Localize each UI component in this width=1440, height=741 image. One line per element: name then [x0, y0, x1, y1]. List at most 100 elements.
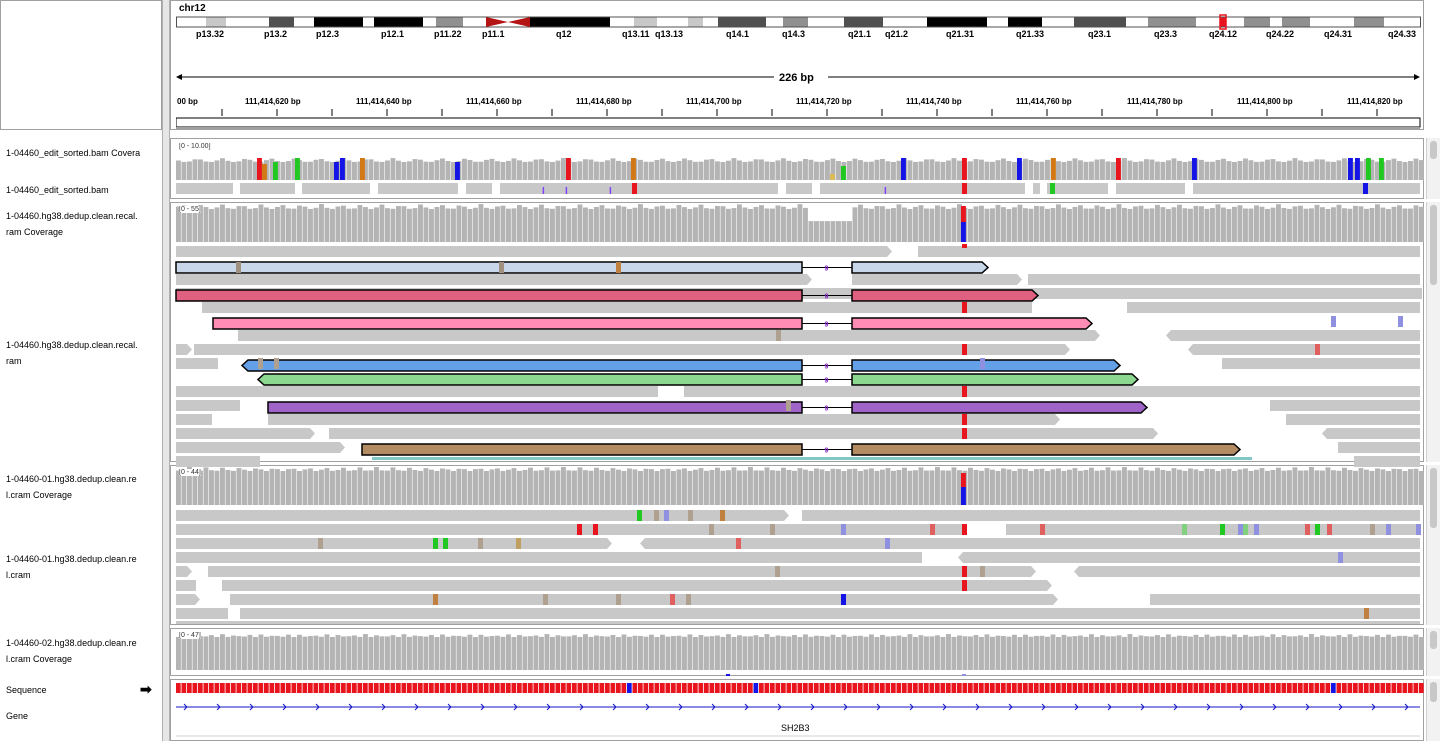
sequence-base [220, 683, 225, 693]
read [1193, 183, 1420, 194]
coverage-bar [1380, 207, 1386, 242]
coverage-bar [1017, 468, 1023, 505]
scrollbar-thumb[interactable] [1430, 631, 1437, 649]
coverage-bar [1413, 468, 1419, 505]
t1-reads-label[interactable]: 1-04460_edit_sorted.bam [6, 185, 109, 195]
read [176, 400, 240, 411]
sequence-base [687, 683, 693, 693]
name-panel-divider[interactable] [162, 0, 170, 741]
mismatch-base [1254, 524, 1259, 535]
coverage-bar [247, 470, 253, 505]
t3-reads-label-1[interactable]: 1-04460-01.hg38.dedup.clean.re [6, 554, 137, 564]
gene-name[interactable]: SH2B3 [781, 723, 810, 733]
scrollbar-panel-2[interactable] [1426, 202, 1440, 462]
coverage-bar [236, 636, 242, 670]
sequence-base [1287, 683, 1292, 693]
coverage-bar [808, 221, 814, 242]
coverage-bar [1122, 158, 1127, 180]
sequence-base [880, 683, 885, 693]
coverage-bar [242, 469, 247, 505]
coverage-bar [341, 636, 346, 670]
coverage-bar [412, 469, 418, 505]
coverage-bar [346, 636, 352, 670]
sequence-base [456, 683, 462, 693]
coverage-bar [1221, 207, 1226, 242]
t2-reads-label-1[interactable]: 1-04460.hg38.dedup.clean.recal. [6, 340, 138, 350]
insertion-marker: I [565, 186, 568, 197]
coverage-bar [269, 635, 275, 670]
scrollbar-panel-4[interactable] [1426, 628, 1440, 676]
t4-coverage-range: [0 - 47] [179, 632, 201, 639]
coverage-bar [830, 468, 836, 505]
read [918, 246, 1420, 257]
mismatch-base [775, 566, 780, 577]
coverage-bar [1083, 469, 1089, 505]
coverage-bar [786, 160, 792, 180]
sequence-label[interactable]: Sequence [6, 685, 47, 695]
scrollbar-panel-3[interactable] [1426, 465, 1440, 625]
ideogram[interactable]: p13.32 p13.2 p12.3 p12.1 p11.22 p11.1 q12 q13.1… [176, 14, 1422, 44]
coverage-mismatch [841, 166, 846, 180]
sequence-base [1138, 683, 1144, 693]
coverage-bar [764, 208, 770, 242]
scrollbar-thumb[interactable] [1430, 682, 1437, 702]
coverage-bar [484, 159, 489, 180]
coverage-bar [561, 636, 566, 670]
strand-arrow-icon[interactable]: ➡ [140, 681, 152, 697]
coverage-bar [539, 204, 544, 242]
coverage-bar [913, 470, 918, 505]
read [1047, 183, 1108, 194]
sequence-base [192, 683, 198, 693]
t4-coverage-label-2[interactable]: l.cram Coverage [6, 654, 73, 664]
mismatch-base [1315, 344, 1320, 355]
scrollbar-panel-1[interactable] [1426, 138, 1440, 199]
sequence-base [1001, 683, 1006, 693]
coverage-bar [451, 470, 456, 505]
coverage-bar [522, 207, 528, 242]
coverage-bar [1056, 468, 1061, 505]
t2-coverage-label-1[interactable]: 1-04460.hg38.dedup.clean.recal. [6, 211, 138, 221]
coverage-bar [1226, 161, 1232, 180]
coverage-bar [1210, 161, 1215, 180]
coverage-bar [1243, 468, 1248, 505]
coverage-bar [484, 636, 489, 670]
t3-reads-label-2[interactable]: l.cram [6, 570, 31, 580]
coverage-bar [1133, 206, 1138, 242]
sequence-base [1061, 683, 1067, 693]
coverage-bar [1314, 159, 1320, 180]
cytoband [883, 17, 927, 27]
coverage-bar [621, 206, 627, 242]
scrollbar-thumb[interactable] [1430, 141, 1437, 159]
coverage-bar [759, 205, 764, 242]
t4-coverage-label-1[interactable]: 1-04460-02.hg38.dedup.clean.re [6, 638, 137, 648]
sequence-base [1171, 683, 1177, 693]
coverage-bar [1127, 208, 1133, 242]
t3-coverage-label-1[interactable]: 1-04460-01.hg38.dedup.clean.re [6, 474, 137, 484]
coverage-bar [500, 205, 506, 242]
sequence-base [841, 683, 847, 693]
t3-coverage-label-2[interactable]: l.cram Coverage [6, 490, 73, 500]
coverage-bar [940, 206, 946, 242]
t1-coverage-label[interactable]: 1-04460_edit_sorted.bam Covera [6, 148, 141, 158]
t2-coverage-label-2[interactable]: ram Coverage [6, 227, 64, 237]
sequence-base [616, 683, 621, 693]
coverage-bar [1083, 208, 1089, 242]
t2-reads-label-2[interactable]: ram [6, 356, 22, 366]
scrollbar-feature[interactable] [1426, 679, 1440, 741]
gene-label[interactable]: Gene [6, 711, 29, 721]
coverage-bar [605, 208, 610, 242]
scrollbar-thumb[interactable] [1430, 205, 1437, 285]
coverage-bar [748, 467, 753, 505]
coverage-bar [247, 634, 253, 670]
coverage-bar [286, 634, 291, 670]
coverage-bar [1358, 635, 1364, 670]
ruler[interactable]: 00 bp 111,414,620 bp 111,414,640 bp 111,414… [176, 68, 1422, 130]
coverage-bar [929, 208, 935, 242]
coverage-mismatch [455, 162, 460, 180]
coverage-bar [291, 468, 297, 505]
coverage-mismatch [1348, 158, 1353, 180]
coverage-bar [1386, 160, 1391, 180]
scrollbar-thumb[interactable] [1430, 468, 1437, 528]
coverage-bar [1083, 161, 1089, 180]
